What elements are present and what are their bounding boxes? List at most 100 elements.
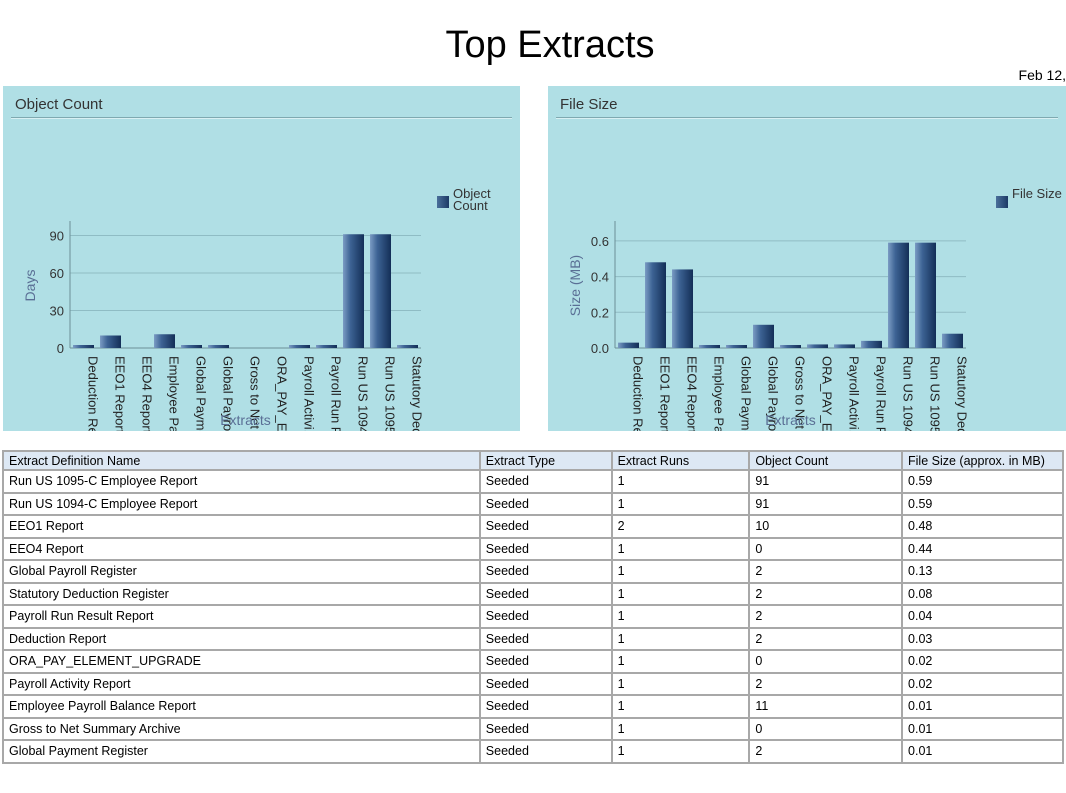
table-cell: Global Payroll Register: [2, 559, 481, 584]
bar[interactable]: [807, 344, 828, 348]
table-row: Statutory Deduction Register Seeded 1 2 0.08: [2, 581, 1064, 606]
table-cell: 1: [610, 536, 751, 561]
table-cell: 0.01: [901, 739, 1064, 764]
x-axis-title: Extracts: [220, 412, 271, 428]
column-header: Extract Runs: [610, 450, 751, 471]
table-row: Gross to Net Summary Archive Seeded 1 0 0.01: [2, 716, 1064, 741]
table-cell: 11: [748, 694, 904, 719]
x-tick-label: Gross to Net S...: [248, 356, 263, 431]
table-cell: Seeded: [478, 649, 613, 674]
table-cell: 0.44: [901, 536, 1064, 561]
table-cell: 0.08: [901, 581, 1064, 606]
table-cell: 0: [748, 716, 904, 741]
y-tick-label: 0.6: [591, 234, 609, 249]
bar[interactable]: [645, 262, 666, 348]
bar[interactable]: [699, 345, 720, 348]
legend-label: File Size: [1012, 186, 1062, 201]
table-cell: Seeded: [478, 559, 613, 584]
bar[interactable]: [618, 342, 639, 348]
x-tick-label: Global Payment...: [739, 356, 754, 431]
bar[interactable]: [154, 334, 175, 348]
table-cell: 0: [748, 536, 904, 561]
bar[interactable]: [834, 344, 855, 348]
table-cell: 2: [748, 671, 904, 696]
table-cell: 1: [610, 469, 751, 494]
legend-swatch: [437, 196, 449, 208]
column-header: Extract Definition Name: [2, 450, 481, 471]
title-divider: [556, 117, 1058, 119]
x-tick-label: ORA_PAY_ELEMEN...: [275, 356, 290, 431]
bar[interactable]: [316, 345, 337, 348]
y-axis-title: Days: [22, 270, 38, 302]
bar[interactable]: [915, 242, 936, 348]
table-cell: 0.02: [901, 671, 1064, 696]
x-tick-label: Global Payroll...: [766, 356, 781, 431]
table-row: ORA_PAY_ELEMENT_UPGRADE Seeded 1 0 0.02: [2, 649, 1064, 674]
bar[interactable]: [289, 345, 310, 348]
object-count-chart: 0 30 60 90 Deduction Report EEO1 Report EEO4 R…: [22, 221, 425, 431]
bar[interactable]: [888, 242, 909, 348]
table-row: EEO4 Report Seeded 1 0 0.44: [2, 536, 1064, 561]
x-tick-label: Global Payment...: [194, 356, 209, 431]
bar[interactable]: [343, 234, 364, 348]
bar[interactable]: [370, 234, 391, 348]
y-tick-label: 30: [50, 304, 64, 319]
object-count-chart-panel: Object Count 0 30 60 90 Deduction Report EEO1…: [3, 86, 520, 431]
table-cell: 1: [610, 739, 751, 764]
x-tick-label: Employee Payro...: [167, 356, 182, 431]
y-tick-label: 90: [50, 229, 64, 244]
bar[interactable]: [780, 345, 801, 348]
table-cell: Seeded: [478, 469, 613, 494]
bar[interactable]: [861, 340, 882, 348]
table-cell: Gross to Net Summary Archive: [2, 716, 481, 741]
x-tick-label: Deduction Report: [631, 356, 646, 431]
bar[interactable]: [100, 335, 121, 349]
chart-title: Object Count: [15, 96, 103, 113]
table-cell: 1: [610, 559, 751, 584]
table-cell: Run US 1095-C Employee Report: [2, 469, 481, 494]
table-cell: 1: [610, 626, 751, 651]
table-row: Run US 1095-C Employee Report Seeded 1 91 0.…: [2, 469, 1064, 494]
x-tick-label: EEO4 Report: [140, 356, 155, 431]
table-row: Payroll Activity Report Seeded 1 2 0.02: [2, 671, 1064, 696]
x-tick-label: Statutory Dedu...: [955, 356, 970, 431]
chart-title: File Size: [560, 96, 618, 113]
bar[interactable]: [726, 345, 747, 348]
bar[interactable]: [208, 345, 229, 348]
bar[interactable]: [181, 345, 202, 348]
x-tick-label: Run US 1094-C ...: [356, 356, 371, 431]
table-cell: 2: [610, 514, 751, 539]
x-tick-label: Payroll Activi...: [302, 356, 317, 431]
bar[interactable]: [753, 324, 774, 348]
x-tick-label: Run US 1095-C ...: [383, 356, 398, 431]
table-row: Deduction Report Seeded 1 2 0.03: [2, 626, 1064, 651]
table-cell: ORA_PAY_ELEMENT_UPGRADE: [2, 649, 481, 674]
report-date: Feb 12,: [1018, 67, 1066, 83]
table-cell: 10: [748, 514, 904, 539]
x-tick-label: Statutory Dedu...: [410, 356, 425, 431]
bar[interactable]: [672, 269, 693, 348]
x-tick-label: ORA_PAY_ELEMEN...: [820, 356, 835, 431]
x-tick-label: Payroll Activi...: [847, 356, 862, 431]
y-tick-label: 0.2: [591, 305, 609, 320]
table-cell: 2: [748, 604, 904, 629]
table-cell: Global Payment Register: [2, 739, 481, 764]
table-cell: Payroll Run Result Report: [2, 604, 481, 629]
table-row: Global Payroll Register Seeded 1 2 0.13: [2, 559, 1064, 584]
legend-label: Object Count: [453, 186, 491, 213]
bar[interactable]: [397, 345, 418, 348]
table-cell: Seeded: [478, 581, 613, 606]
table-cell: Seeded: [478, 716, 613, 741]
column-header: Object Count: [748, 450, 904, 471]
table-row: Employee Payroll Balance Report Seeded 1 11…: [2, 694, 1064, 719]
table-cell: 2: [748, 581, 904, 606]
y-axis-title: Size (MB): [567, 255, 583, 316]
bar[interactable]: [73, 345, 94, 348]
bar[interactable]: [942, 333, 963, 348]
file-size-chart: 0.0 0.2 0.4 0.6 Deduction Report EEO1 Report E…: [567, 221, 970, 431]
table-cell: 0.01: [901, 694, 1064, 719]
x-tick-label: Employee Payro...: [712, 356, 727, 431]
table-cell: 1: [610, 491, 751, 516]
table-cell: Payroll Activity Report: [2, 671, 481, 696]
table-cell: 0.04: [901, 604, 1064, 629]
